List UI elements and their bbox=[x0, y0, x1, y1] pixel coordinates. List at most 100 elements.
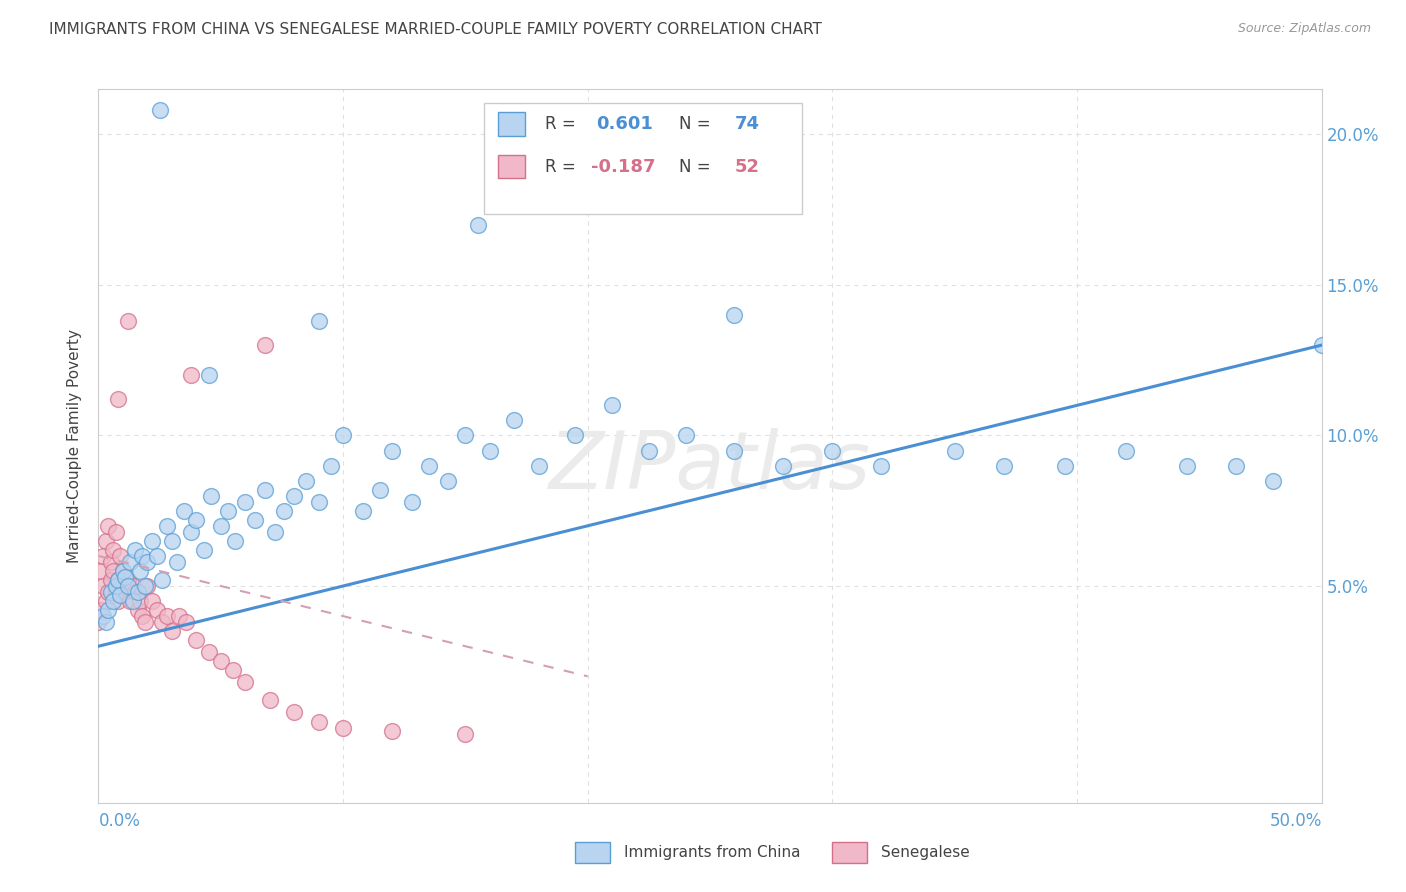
Point bbox=[243, 513, 266, 527]
Point bbox=[124, 585, 146, 599]
Point bbox=[454, 726, 477, 740]
Point bbox=[401, 494, 423, 508]
Point bbox=[97, 603, 120, 617]
Point bbox=[101, 542, 124, 557]
Point bbox=[134, 579, 156, 593]
Point bbox=[107, 573, 129, 587]
Point bbox=[129, 594, 152, 608]
Point bbox=[129, 564, 152, 578]
Point bbox=[723, 443, 745, 458]
Point bbox=[156, 609, 179, 624]
Point bbox=[120, 594, 142, 608]
Point bbox=[131, 549, 153, 563]
FancyBboxPatch shape bbox=[498, 155, 526, 178]
Point bbox=[120, 555, 142, 569]
Point bbox=[94, 533, 117, 548]
Point bbox=[166, 555, 188, 569]
Text: 50.0%: 50.0% bbox=[1270, 812, 1322, 830]
Text: N =: N = bbox=[679, 115, 716, 133]
Point bbox=[134, 615, 156, 629]
Point bbox=[124, 542, 146, 557]
Text: Source: ZipAtlas.com: Source: ZipAtlas.com bbox=[1237, 22, 1371, 36]
Point bbox=[91, 609, 114, 624]
FancyBboxPatch shape bbox=[575, 842, 610, 863]
Point bbox=[1225, 458, 1247, 473]
Text: 52: 52 bbox=[734, 158, 759, 176]
Text: IMMIGRANTS FROM CHINA VS SENEGALESE MARRIED-COUPLE FAMILY POVERTY CORRELATION CH: IMMIGRANTS FROM CHINA VS SENEGALESE MARR… bbox=[49, 22, 823, 37]
Point bbox=[107, 392, 129, 407]
Text: N =: N = bbox=[679, 158, 716, 176]
Point bbox=[381, 443, 404, 458]
Point bbox=[117, 573, 139, 587]
Point bbox=[870, 458, 893, 473]
Point bbox=[1175, 458, 1198, 473]
Point bbox=[87, 615, 110, 629]
Point bbox=[943, 443, 966, 458]
Point bbox=[993, 458, 1015, 473]
Point bbox=[1310, 338, 1333, 352]
Point bbox=[94, 594, 117, 608]
Point bbox=[209, 654, 232, 668]
Point bbox=[319, 458, 342, 473]
Point bbox=[273, 504, 295, 518]
Point bbox=[675, 428, 697, 442]
Point bbox=[259, 693, 281, 707]
Point bbox=[186, 633, 208, 648]
Point bbox=[101, 564, 124, 578]
Point bbox=[111, 579, 134, 593]
Point bbox=[478, 443, 501, 458]
FancyBboxPatch shape bbox=[498, 112, 526, 136]
Point bbox=[332, 428, 354, 442]
Point bbox=[131, 609, 153, 624]
Text: 0.0%: 0.0% bbox=[98, 812, 141, 830]
Point bbox=[94, 615, 117, 629]
Point bbox=[117, 579, 139, 593]
Point bbox=[111, 564, 134, 578]
Point bbox=[100, 573, 122, 587]
Point bbox=[91, 579, 114, 593]
Point bbox=[90, 603, 112, 617]
Point bbox=[160, 533, 183, 548]
Point bbox=[454, 428, 477, 442]
Point bbox=[263, 524, 285, 539]
Point bbox=[127, 585, 149, 599]
Point bbox=[200, 489, 222, 503]
FancyBboxPatch shape bbox=[484, 103, 801, 214]
Point bbox=[146, 549, 169, 563]
Point bbox=[100, 555, 122, 569]
Point bbox=[186, 513, 208, 527]
Point bbox=[197, 368, 219, 383]
Point bbox=[222, 663, 245, 677]
Point bbox=[723, 308, 745, 322]
Point bbox=[149, 103, 172, 118]
Point bbox=[150, 573, 173, 587]
Point bbox=[1115, 443, 1137, 458]
Point bbox=[1261, 474, 1284, 488]
Point bbox=[308, 314, 330, 328]
Point bbox=[114, 570, 136, 584]
Point bbox=[114, 585, 136, 599]
Point bbox=[150, 615, 173, 629]
Point bbox=[638, 443, 661, 458]
Point bbox=[437, 474, 460, 488]
Point bbox=[564, 428, 586, 442]
Text: R =: R = bbox=[546, 115, 581, 133]
Point bbox=[527, 458, 550, 473]
Point bbox=[121, 594, 143, 608]
Point bbox=[821, 443, 844, 458]
Point bbox=[253, 483, 276, 497]
Point bbox=[111, 564, 134, 578]
Point bbox=[233, 675, 256, 690]
Point bbox=[197, 645, 219, 659]
Point bbox=[104, 524, 127, 539]
Point bbox=[283, 489, 305, 503]
Text: R =: R = bbox=[546, 158, 581, 176]
Point bbox=[308, 494, 330, 508]
Text: Senegalese: Senegalese bbox=[882, 846, 970, 860]
Point bbox=[110, 588, 132, 602]
Point bbox=[141, 594, 163, 608]
Text: 0.601: 0.601 bbox=[596, 115, 654, 133]
Point bbox=[209, 518, 232, 533]
Point bbox=[167, 609, 190, 624]
Y-axis label: Married-Couple Family Poverty: Married-Couple Family Poverty bbox=[67, 329, 83, 563]
